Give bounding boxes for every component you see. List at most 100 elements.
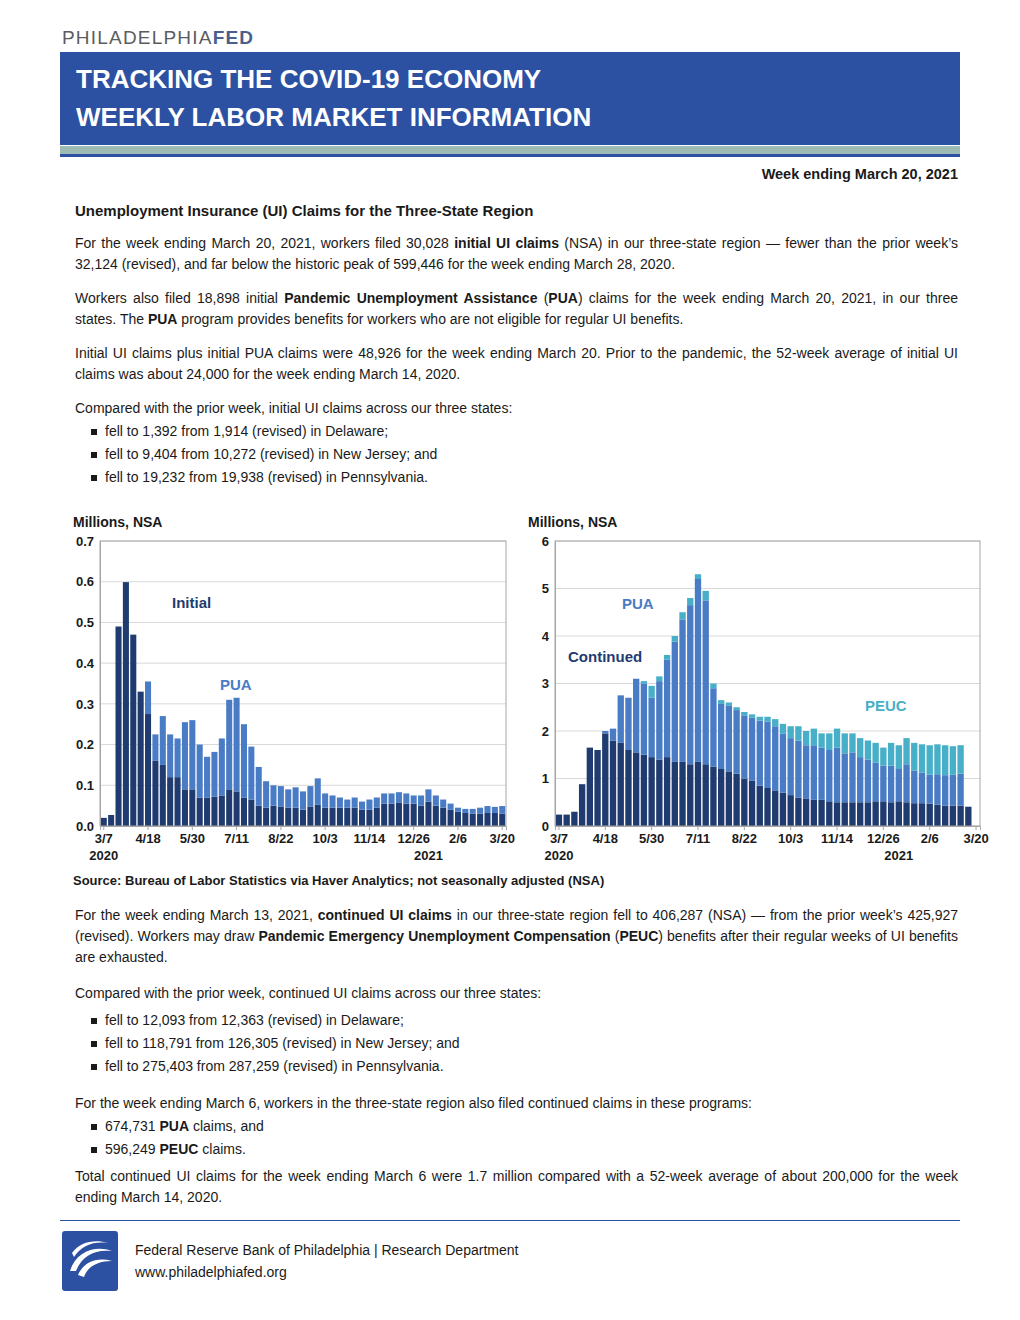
bar: [145, 681, 151, 714]
tick-label: 10/3: [312, 831, 337, 846]
bar: [965, 807, 971, 826]
bar: [919, 744, 925, 773]
bar: [788, 726, 794, 738]
bar: [189, 789, 195, 826]
bar: [911, 743, 917, 771]
bar: [641, 755, 647, 826]
bar: [337, 798, 343, 808]
y-tick: 0.1: [76, 778, 100, 793]
bar: [927, 804, 933, 826]
bar: [648, 698, 654, 757]
bullet-item: fell to 12,093 from 12,363 (revised) in …: [105, 1010, 955, 1031]
bar: [803, 799, 809, 826]
chart: 01234563/74/185/307/118/2210/311/1412/26…: [528, 514, 989, 863]
bar: [641, 684, 647, 755]
bar: [307, 806, 313, 826]
bar: [741, 712, 747, 715]
text-run: Total continued UI claims for the week e…: [75, 1168, 958, 1205]
tick-label: 3/7: [95, 831, 113, 846]
y-tick: 0.2: [76, 737, 100, 752]
bar: [919, 773, 925, 803]
tick-label: 4/18: [593, 831, 618, 846]
bullet-item: fell to 275,403 from 287,259 (revised) i…: [105, 1056, 955, 1077]
bar: [842, 802, 848, 826]
bullet-marker: [91, 452, 97, 458]
bar: [834, 748, 840, 803]
tick-label: 7/11: [686, 831, 711, 846]
text-run: fell to 9,404 from 10,272 (revised) in N…: [105, 446, 437, 462]
bar: [888, 743, 894, 766]
bar-series: [602, 579, 964, 806]
x-tick: 4/18: [135, 826, 160, 846]
bar: [903, 738, 909, 764]
bar: [687, 598, 693, 605]
bar: [101, 818, 107, 826]
bar-series: [145, 681, 505, 813]
bar: [927, 745, 933, 774]
bar: [934, 774, 940, 804]
x-tick: 8/22: [732, 826, 757, 846]
bar: [455, 812, 461, 826]
text-run: fell to 19,232 from 19,938 (revised) in …: [105, 469, 428, 485]
text-run: PEUC: [160, 1141, 199, 1157]
paragraph: Total continued UI claims for the week e…: [75, 1166, 958, 1208]
bar: [130, 635, 136, 826]
bar: [772, 790, 778, 826]
bar: [888, 766, 894, 803]
title-line: TRACKING THE COVID-19 ECONOMY: [76, 64, 541, 95]
stripe-line: [60, 154, 960, 157]
bar: [757, 786, 763, 826]
bar: [772, 726, 778, 790]
year-label: 2021: [884, 848, 913, 863]
bar: [241, 724, 247, 797]
x-tick: 10/3: [312, 826, 337, 846]
bar: [703, 591, 709, 601]
bullet-item: 596,249 PEUC claims.: [105, 1139, 955, 1160]
bar: [896, 801, 902, 826]
paragraph: For the week ending March 6, workers in …: [75, 1093, 958, 1114]
grid-line: [555, 683, 980, 684]
bar: [448, 804, 454, 810]
bullet-marker: [91, 1124, 97, 1130]
bullet-item: 674,731 PUA claims, and: [105, 1116, 955, 1137]
bar: [579, 784, 585, 826]
tick-mark: [651, 826, 652, 830]
bar: [656, 760, 662, 827]
tick-label: 0: [542, 819, 549, 834]
bar: [455, 808, 461, 812]
bar: [865, 741, 871, 760]
tick-mark: [837, 826, 838, 830]
page: PHILADELPHIAFEDTRACKING THE COVID-19 ECO…: [0, 0, 1020, 1320]
bar: [625, 698, 631, 750]
x-tick: 3/7: [95, 826, 113, 846]
bar: [366, 800, 372, 810]
tick-label: 5/30: [639, 831, 664, 846]
bar: [300, 810, 306, 826]
bar: [942, 775, 948, 805]
bar: [749, 714, 755, 717]
bullet-marker: [91, 1018, 97, 1024]
bar: [374, 798, 380, 808]
x-tick: 2/6: [449, 826, 467, 846]
bar: [263, 781, 269, 807]
tick-label: 0.1: [76, 778, 94, 793]
bar: [710, 688, 716, 766]
x-tick: 4/18: [593, 826, 618, 846]
bar: [448, 810, 454, 826]
tick-label: 0.4: [76, 656, 95, 671]
bar: [849, 733, 855, 752]
series-label: PUA: [220, 676, 252, 693]
x-tick: 3/7: [550, 826, 568, 846]
paragraph: For the week ending March 13, 2021, cont…: [75, 905, 958, 968]
bar: [359, 802, 365, 810]
text-run: Pandemic Emergency Unemployment Compensa…: [258, 928, 610, 944]
bar: [741, 779, 747, 827]
x-axis: 3/74/185/307/118/2210/311/1412/262/63/20: [550, 826, 989, 846]
bar: [389, 804, 395, 826]
bar: [197, 798, 203, 827]
bar: [322, 808, 328, 826]
bar: [764, 722, 770, 789]
bar: [248, 747, 254, 800]
text-run: Pandemic Unemployment Assistance: [284, 290, 537, 306]
bar: [403, 804, 409, 826]
